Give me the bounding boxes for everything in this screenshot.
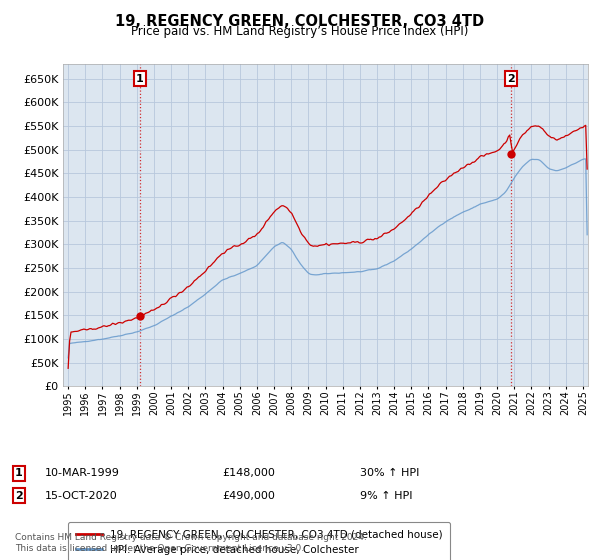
Text: 30% ↑ HPI: 30% ↑ HPI [360,468,419,478]
Text: £148,000: £148,000 [222,468,275,478]
Text: 1: 1 [136,73,144,83]
Text: £490,000: £490,000 [222,491,275,501]
Text: 1: 1 [15,468,23,478]
Text: 15-OCT-2020: 15-OCT-2020 [45,491,118,501]
Text: Price paid vs. HM Land Registry’s House Price Index (HPI): Price paid vs. HM Land Registry’s House … [131,25,469,38]
Text: Contains HM Land Registry data © Crown copyright and database right 2024.
This d: Contains HM Land Registry data © Crown c… [15,533,367,553]
Text: 10-MAR-1999: 10-MAR-1999 [45,468,120,478]
Text: 2: 2 [507,73,514,83]
Legend: 19, REGENCY GREEN, COLCHESTER, CO3 4TD (detached house), HPI: Average price, det: 19, REGENCY GREEN, COLCHESTER, CO3 4TD (… [68,522,450,560]
Text: 9% ↑ HPI: 9% ↑ HPI [360,491,413,501]
Text: 2: 2 [15,491,23,501]
Text: 19, REGENCY GREEN, COLCHESTER, CO3 4TD: 19, REGENCY GREEN, COLCHESTER, CO3 4TD [115,14,485,29]
